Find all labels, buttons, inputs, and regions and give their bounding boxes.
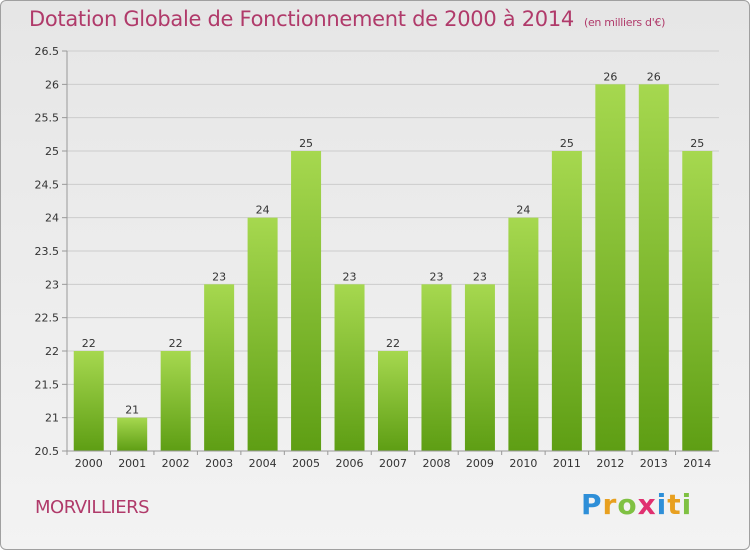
- x-tick-label: 2005: [292, 457, 320, 470]
- logo-letter: r: [602, 488, 618, 521]
- x-tick-label: 2013: [640, 457, 668, 470]
- bar-2002: [160, 351, 191, 451]
- bar-2004: [247, 217, 278, 451]
- x-tick-label: 2014: [683, 457, 711, 470]
- y-tick-label: 21: [45, 412, 59, 425]
- bar-value-label: 25: [690, 137, 704, 150]
- logo-letter: i: [656, 488, 668, 521]
- x-tick-label: 2008: [422, 457, 450, 470]
- bar-2011: [551, 151, 582, 451]
- bar-value-label: 26: [647, 70, 661, 83]
- bar-value-label: 24: [256, 204, 270, 217]
- x-axis-ticks: 2000 2001 2002 2003 2004 2005 2006 2007 2008 2009…: [66, 451, 711, 470]
- bar-value-label: 25: [299, 137, 313, 150]
- bar-2005: [291, 151, 322, 451]
- y-tick-label: 23: [45, 278, 59, 291]
- logo-letter: x: [637, 488, 657, 521]
- bar-2008: [421, 284, 452, 451]
- y-tick-label: 24.5: [35, 178, 60, 191]
- bar-value-label: 25: [560, 137, 574, 150]
- town-name: MORVILLIERS: [35, 497, 150, 518]
- y-tick-label: 24: [45, 212, 59, 225]
- bar-value-label: 22: [169, 337, 183, 350]
- bar-value-label: 23: [429, 270, 443, 283]
- y-tick-label: 20.5: [35, 445, 60, 458]
- y-tick-label: 25: [45, 145, 59, 158]
- bar-2006: [334, 284, 365, 451]
- bar-value-label: 24: [516, 204, 530, 217]
- chart-title-text: Dotation Globale de Fonctionnement de 20…: [29, 7, 574, 31]
- x-tick-label: 2010: [509, 457, 537, 470]
- y-tick-label: 23.5: [35, 245, 60, 258]
- bar-2012: [595, 84, 626, 451]
- logo-letter: o: [617, 488, 638, 521]
- y-tick-label: 26: [45, 78, 59, 91]
- y-tick-label: 25.5: [35, 112, 60, 125]
- x-tick-label: 2012: [596, 457, 624, 470]
- bar-2014: [682, 151, 713, 451]
- bar-2001: [117, 417, 148, 451]
- axes: [66, 51, 719, 452]
- y-tick-label: 21.5: [35, 378, 60, 391]
- bars: [73, 84, 713, 451]
- x-tick-label: 2007: [379, 457, 407, 470]
- logo-letter: t: [667, 488, 682, 521]
- bar-2010: [508, 217, 539, 451]
- bar-value-labels: 22 21 22 23 24 25 23 22 23 23 24 25 26 26 25: [82, 70, 705, 416]
- x-tick-label: 2006: [336, 457, 364, 470]
- x-tick-label: 2000: [75, 457, 103, 470]
- bar-value-label: 22: [386, 337, 400, 350]
- x-tick-label: 2009: [466, 457, 494, 470]
- proxiti-logo: Proxiti: [581, 488, 692, 521]
- x-tick-label: 2003: [205, 457, 233, 470]
- bar-value-label: 26: [603, 70, 617, 83]
- x-tick-label: 2004: [249, 457, 277, 470]
- bar-2013: [638, 84, 669, 451]
- logo-letter: P: [581, 488, 603, 521]
- bar-2007: [378, 351, 408, 451]
- x-tick-label: 2002: [162, 457, 190, 470]
- chart-subtitle: (en milliers d'€): [583, 16, 666, 29]
- y-tick-label: 22.5: [35, 312, 60, 325]
- y-tick-label: 22: [45, 345, 59, 358]
- y-axis-ticks: 20.5 21 21.5 22 22.5 23 23.5 24 24.5 25 25.5 26 26.5: [35, 45, 67, 458]
- bar-value-label: 21: [125, 404, 139, 417]
- bar-value-label: 23: [212, 270, 226, 283]
- bar-value-label: 23: [343, 270, 357, 283]
- logo-letter: i: [681, 488, 693, 521]
- x-tick-label: 2011: [553, 457, 581, 470]
- bar-value-label: 22: [82, 337, 96, 350]
- chart-title: Dotation Globale de Fonctionnement de 20…: [29, 7, 665, 31]
- bar-value-label: 23: [473, 270, 487, 283]
- bar-2000: [73, 351, 104, 451]
- y-tick-label: 26.5: [35, 45, 60, 58]
- bar-2003: [204, 284, 235, 451]
- bar-2009: [464, 284, 495, 451]
- x-tick-label: 2001: [118, 457, 146, 470]
